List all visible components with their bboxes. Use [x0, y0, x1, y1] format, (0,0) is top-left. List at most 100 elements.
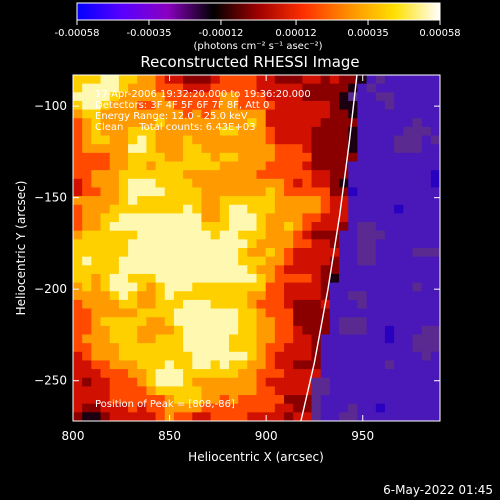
heatmap-cell	[109, 291, 120, 301]
heatmap-cell	[384, 83, 395, 93]
heatmap-cell	[201, 273, 212, 284]
heatmap-cell	[329, 403, 340, 413]
heatmap-cell	[357, 170, 368, 180]
heatmap-cell	[164, 213, 175, 223]
heatmap-cell	[366, 395, 377, 405]
heatmap-cell	[100, 308, 111, 318]
heatmap-cell	[183, 135, 193, 145]
heatmap-cell	[357, 178, 368, 189]
heatmap-cell	[173, 83, 184, 93]
heatmap-cell	[146, 126, 157, 137]
colorbar-units-label: (photons cm⁻² s⁻¹ asec⁻²)	[193, 41, 322, 52]
heatmap-cell	[284, 248, 294, 258]
heatmap-cell	[118, 144, 129, 154]
heatmap-cell	[210, 377, 221, 387]
heatmap-cell	[128, 386, 138, 396]
heatmap-cell	[412, 152, 423, 163]
heatmap-cell	[293, 92, 303, 102]
heatmap-cell	[238, 92, 248, 102]
heatmap-cell	[348, 299, 359, 310]
heatmap-cell	[339, 308, 349, 318]
heatmap-cell	[302, 118, 313, 128]
heatmap-cell	[155, 204, 166, 214]
heatmap-cell	[265, 291, 276, 301]
heatmap-cell	[394, 334, 404, 344]
heatmap-cell	[118, 265, 129, 275]
heatmap-cell	[293, 377, 303, 387]
heatmap-cell	[366, 256, 377, 266]
heatmap-cell	[403, 308, 414, 318]
heatmap-cell	[320, 204, 331, 214]
heatmap-cell	[375, 118, 386, 128]
heatmap-cell	[384, 386, 395, 396]
annotation-time-range: 17-Apr-2006 19:32:20.000 to 19:36:20.000	[95, 89, 311, 100]
heatmap-cell	[320, 377, 331, 387]
heatmap-cell	[173, 299, 184, 310]
heatmap-cell	[274, 135, 285, 145]
heatmap-cell	[164, 317, 175, 327]
heatmap-cell	[118, 386, 129, 396]
heatmap-cell	[210, 100, 221, 111]
heatmap-cell	[100, 248, 111, 258]
heatmap-cell	[366, 144, 377, 154]
heatmap-cell	[339, 325, 349, 336]
heatmap-cell	[293, 187, 303, 197]
heatmap-cell	[238, 239, 248, 249]
heatmap-cell	[247, 118, 258, 128]
heatmap-cell	[375, 178, 386, 189]
heatmap-cell	[137, 291, 147, 301]
heatmap-cell	[164, 118, 175, 128]
heatmap-cell	[155, 360, 166, 370]
heatmap-cell	[366, 100, 377, 111]
heatmap-cell	[274, 299, 285, 310]
heatmap-cell	[228, 222, 239, 232]
heatmap-cell	[100, 222, 111, 232]
heatmap-cell	[210, 317, 221, 327]
heatmap-cell	[137, 377, 147, 387]
heatmap-cell	[91, 325, 102, 336]
heatmap-cell	[118, 213, 129, 223]
heatmap-cell	[366, 92, 377, 102]
heatmap-cell	[394, 377, 404, 387]
heatmap-cell	[73, 204, 83, 214]
heatmap-cell	[375, 248, 386, 258]
heatmap-cell	[320, 351, 331, 362]
heatmap-cell	[256, 83, 267, 93]
heatmap-cell	[100, 83, 111, 93]
heatmap-cell	[183, 248, 193, 258]
heatmap-cell	[348, 239, 359, 249]
heatmap-cell	[375, 230, 386, 240]
heatmap-cell	[109, 83, 120, 93]
heatmap-cell	[256, 222, 267, 232]
heatmap-cell	[82, 83, 92, 93]
heatmap-cell	[164, 360, 175, 370]
heatmap-cell	[128, 403, 138, 413]
heatmap-cell	[293, 386, 303, 396]
heatmap-cell	[173, 308, 184, 318]
heatmap-cell	[403, 360, 414, 370]
heatmap-cell	[403, 152, 414, 163]
heatmap-cell	[73, 360, 83, 370]
heatmap-cell	[421, 83, 432, 93]
heatmap-cell	[412, 144, 423, 154]
heatmap-cell	[293, 144, 303, 154]
heatmap-cell	[238, 161, 248, 171]
heatmap-cell	[430, 109, 440, 119]
heatmap-cell	[375, 152, 386, 163]
heatmap-cell	[201, 239, 212, 249]
x-tick-label: 900	[255, 429, 278, 443]
heatmap-cell	[238, 308, 248, 318]
heatmap-cell	[403, 369, 414, 379]
heatmap-cell	[219, 126, 230, 137]
heatmap-cell	[329, 161, 340, 171]
heatmap-cell	[247, 239, 258, 249]
heatmap-cell	[82, 75, 92, 85]
heatmap-cell	[403, 135, 414, 145]
heatmap-cell	[348, 334, 359, 344]
heatmap-cell	[137, 308, 147, 318]
heatmap-cell	[228, 256, 239, 266]
heatmap-cell	[91, 308, 102, 318]
heatmap-cell	[155, 412, 166, 421]
heatmap-cell	[109, 75, 120, 85]
heatmap-cell	[311, 412, 322, 421]
